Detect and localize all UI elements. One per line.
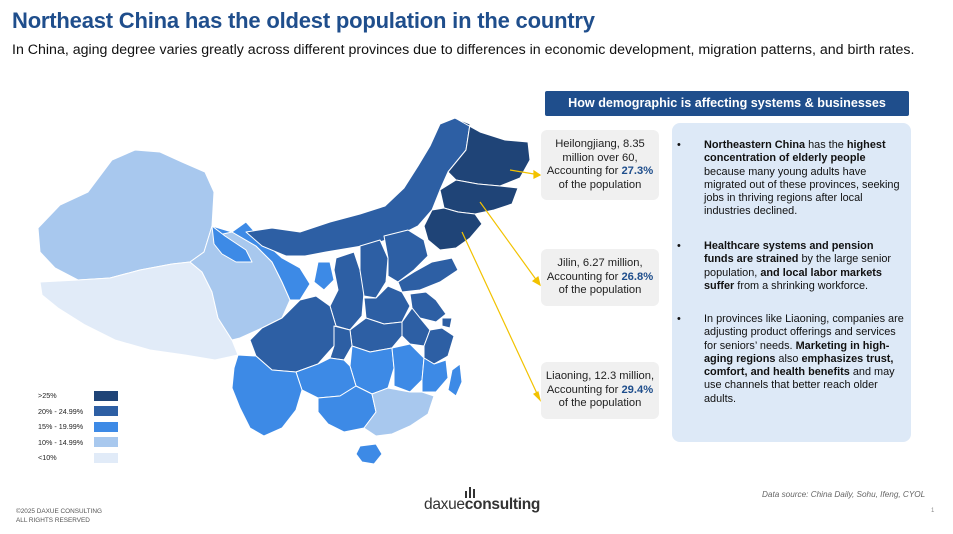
bullet-text: has the bbox=[805, 139, 847, 151]
bullet-bold: emphasizes trust, comfort, and health be… bbox=[704, 352, 894, 379]
bullet-text: In provinces like Liaoning, companies ar… bbox=[704, 313, 904, 352]
copyright: ©2025 DAXUE CONSULTING ALL RIGHTS RESERV… bbox=[16, 507, 102, 525]
bullet-text: and may use channels that better reach o… bbox=[704, 366, 895, 405]
province-hubei bbox=[349, 317, 403, 353]
legend-swatch bbox=[94, 421, 118, 432]
legend-label: 15% - 19.99% bbox=[38, 422, 84, 432]
bullet-text: also bbox=[775, 352, 802, 365]
bullet-bold: highest concentration of elderly people bbox=[704, 139, 886, 165]
province-guizhou bbox=[295, 357, 357, 399]
page-title: Northeast China has the oldest populatio… bbox=[12, 8, 595, 33]
province-shanghai bbox=[441, 317, 453, 329]
page-subtitle: In China, aging degree varies greatly ac… bbox=[12, 42, 915, 58]
callout-text: Jilin, 6.27 million, Accounting for bbox=[546, 257, 643, 283]
legend-label: 10% - 14.99% bbox=[38, 437, 84, 447]
bullet-northeast: • Northeastern China has the highest con… bbox=[674, 139, 906, 219]
province-gansu bbox=[211, 221, 311, 301]
callout-text: of the population bbox=[558, 284, 642, 297]
bullet-bold: and local labor markets suffer bbox=[704, 266, 882, 292]
callout-jilin: Jilin, 6.27 million, Accounting for 26.8… bbox=[541, 249, 659, 306]
legend-row: >25% bbox=[38, 388, 118, 404]
bar-chart-icon bbox=[465, 487, 475, 498]
province-fujian bbox=[421, 357, 449, 393]
bullet-bold: Northeastern China bbox=[704, 139, 806, 151]
province-gansu-west bbox=[211, 225, 253, 263]
province-hainan bbox=[355, 443, 383, 465]
callout-text: of the population bbox=[558, 178, 642, 191]
callout-text: Heilongjiang, 8.35 million over 60, Acco… bbox=[546, 138, 645, 178]
bullet-dot: • bbox=[677, 139, 681, 151]
logo-text: daxueconsulting bbox=[424, 496, 540, 514]
legend-swatch bbox=[94, 452, 118, 463]
bullet-text: by the large senior population, bbox=[704, 253, 892, 279]
legend-swatch bbox=[94, 406, 118, 417]
panel-header: How demographic is affecting systems & b… bbox=[545, 91, 909, 116]
callout-liaoning: Liaoning, 12.3 million, Accounting for 2… bbox=[541, 362, 659, 419]
bullet-dot: • bbox=[677, 313, 681, 325]
daxue-logo: daxueconsulting bbox=[424, 487, 540, 514]
bullet-healthcare: • Healthcare systems and pension funds a… bbox=[674, 240, 906, 293]
page-number: 1 bbox=[931, 508, 935, 514]
map-legend: >25% 20% - 24.99% 15% - 19.99% 10% - 14.… bbox=[38, 388, 118, 466]
province-xinjiang bbox=[37, 149, 215, 281]
legend-label: <10% bbox=[38, 453, 57, 463]
province-jilin bbox=[439, 179, 519, 215]
copyright-line: ©2025 DAXUE CONSULTING bbox=[16, 508, 102, 515]
province-jiangxi bbox=[391, 343, 425, 393]
bullet-dot: • bbox=[677, 240, 681, 252]
callout-text: Liaoning, 12.3 million, Accounting for bbox=[545, 370, 655, 396]
province-ningxia bbox=[313, 261, 335, 291]
callout-heilongjiang: Heilongjiang, 8.35 million over 60, Acco… bbox=[541, 130, 659, 201]
province-taiwan bbox=[447, 363, 463, 397]
insights-panel bbox=[672, 123, 911, 442]
bullet-bold: Healthcare systems and pension funds are… bbox=[704, 240, 874, 266]
callout-value: 29.4% bbox=[621, 383, 654, 396]
callout-value: 27.3% bbox=[621, 165, 654, 178]
legend-row: <10% bbox=[38, 450, 118, 466]
callout-text: of the population bbox=[558, 397, 642, 410]
province-guangdong bbox=[363, 387, 435, 437]
logo-part: daxue bbox=[424, 496, 465, 513]
bullet-text: from a shrinking workforce. bbox=[734, 279, 869, 292]
province-shanxi bbox=[359, 239, 389, 299]
bullet-liaoning: • In provinces like Liaoning, companies … bbox=[674, 313, 906, 406]
province-shaanxi bbox=[329, 251, 365, 331]
legend-swatch bbox=[94, 437, 118, 448]
province-liaoning bbox=[423, 207, 483, 251]
legend-row: 15% - 19.99% bbox=[38, 419, 118, 435]
province-zhejiang bbox=[423, 327, 455, 365]
callout-value: 26.8% bbox=[621, 270, 654, 283]
bullet-bold: Marketing in high-aging regions bbox=[704, 339, 890, 365]
legend-row: 10% - 14.99% bbox=[38, 435, 118, 451]
logo-part: consulting bbox=[464, 496, 541, 513]
callout-arrows bbox=[461, 169, 542, 402]
legend-row: 20% - 24.99% bbox=[38, 404, 118, 420]
province-hebei bbox=[383, 229, 429, 283]
legend-swatch bbox=[94, 390, 118, 401]
province-yunnan bbox=[231, 354, 303, 437]
china-aging-map bbox=[37, 117, 542, 465]
data-source: Data source: China Daily, Sohu, Ifeng, C… bbox=[762, 490, 926, 499]
province-shandong bbox=[397, 257, 459, 293]
legend-label: >25% bbox=[38, 391, 57, 401]
legend-label: 20% - 24.99% bbox=[38, 406, 84, 416]
bullet-text: because many young adults have migrated … bbox=[704, 165, 900, 218]
copyright-line: ALL RIGHTS RESERVED bbox=[16, 517, 90, 524]
